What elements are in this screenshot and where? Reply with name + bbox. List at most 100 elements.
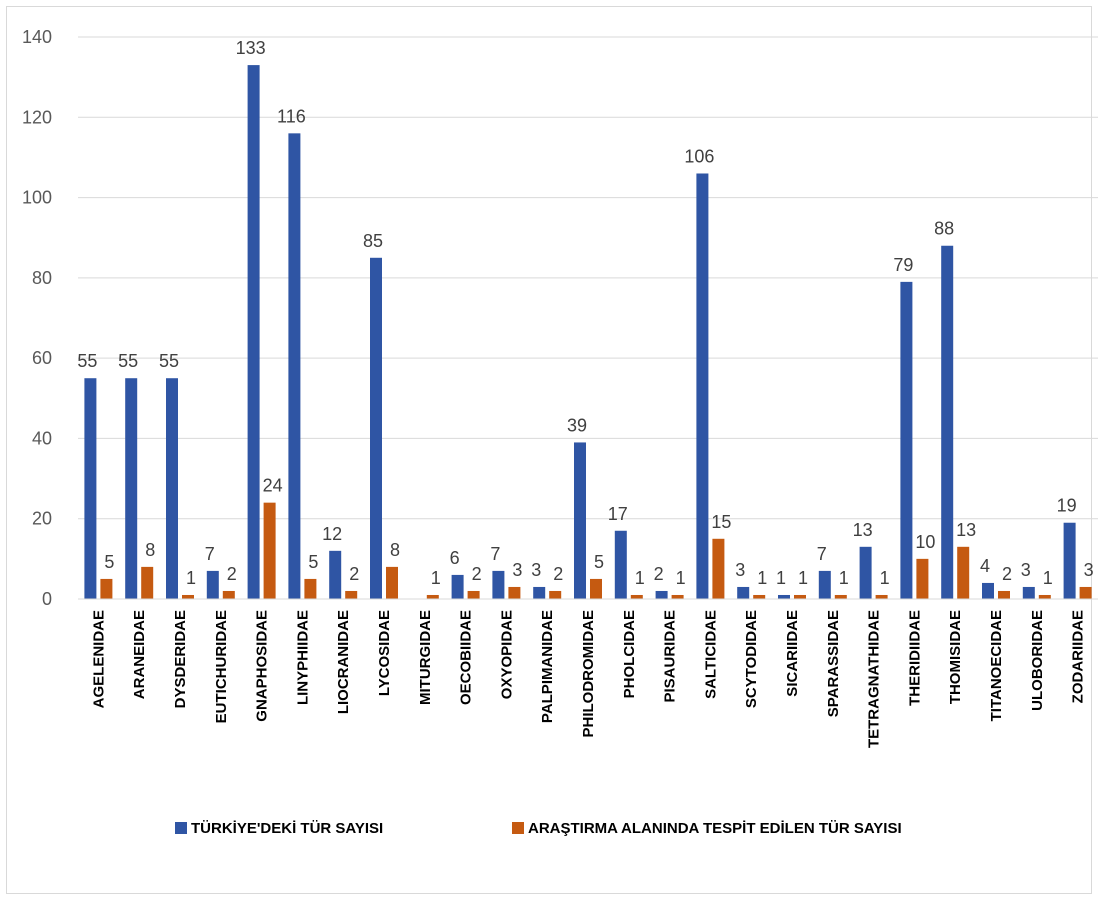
y-tick-label: 80 [32,268,52,288]
data-label-series-0: 19 [1057,496,1077,516]
x-category-label: PHOLCIDAE [621,610,638,698]
legend-swatch [512,822,524,834]
chart-frame [6,6,1092,894]
data-label-series-1: 1 [880,568,890,588]
data-label-series-1: 5 [594,552,604,572]
legend-label: ARAŞTIRMA ALANINDA TESPİT EDİLEN TÜR SAY… [528,820,902,837]
data-label-series-0: 3 [1021,560,1031,580]
bar-series-0 [614,530,627,599]
data-label-series-1: 2 [349,564,359,584]
bar-series-0 [533,586,546,599]
data-label-series-0: 55 [159,351,179,371]
x-category-label: ULOBORIDAE [1029,610,1046,711]
data-label-series-1: 1 [186,568,196,588]
legend-label: TÜRKİYE'DEKİ TÜR SAYISI [191,820,383,837]
bar-series-1 [590,578,602,599]
data-label-series-1: 8 [390,540,400,560]
bar-series-1 [141,566,154,599]
bar-series-1 [712,538,725,599]
bar-series-1 [834,594,847,599]
x-category-label: TITANOECIDAE [988,610,1005,721]
bar-series-0 [206,570,219,599]
data-label-series-0: 7 [205,544,215,564]
data-label-series-1: 3 [1084,560,1094,580]
data-label-series-0: 13 [853,520,873,540]
data-label-series-1: 8 [145,540,155,560]
data-label-series-1: 5 [104,552,114,572]
data-label-series-1: 1 [839,568,849,588]
bar-series-1 [916,558,929,599]
bar-series-1 [875,594,888,599]
bar-series-0 [696,173,709,599]
data-label-series-1: 2 [227,564,237,584]
data-label-series-0: 6 [450,548,460,568]
data-label-series-1: 2 [472,564,482,584]
data-label-series-1: 3 [512,560,522,580]
bar-series-1 [1079,586,1092,599]
data-label-series-1: 10 [915,532,935,552]
bar-series-0 [492,570,505,599]
data-label-series-1: 1 [635,568,645,588]
bar-series-0 [737,586,750,599]
bar-series-0 [451,574,464,599]
x-category-label: OXYOPIDAE [498,610,515,699]
bar-series-1 [386,566,398,599]
bar-series-0 [941,245,954,599]
bar-series-0 [1022,586,1035,599]
data-label-series-1: 1 [757,568,767,588]
data-label-series-0: 17 [608,504,628,524]
bar-series-1 [1038,594,1051,599]
x-category-label: SPARASSIDAE [825,610,842,717]
data-label-series-0: 12 [322,524,342,544]
bar-series-1 [671,594,684,599]
y-tick-label: 0 [42,589,52,609]
y-tick-label: 60 [32,348,52,368]
data-label-series-0: 1 [776,568,786,588]
data-label-series-1: 1 [431,568,441,588]
x-category-label: MITURGIDAE [417,610,434,705]
bar-series-1 [998,590,1010,599]
bar-series-0 [84,378,97,599]
data-label-series-0: 2 [654,564,664,584]
data-label-series-0: 85 [363,231,383,251]
bar-series-1 [794,594,806,599]
bars [84,65,1092,600]
bar-series-0 [288,133,301,600]
data-label-series-1: 1 [798,568,808,588]
bar-series-1 [426,594,439,599]
bar-series-0 [166,378,178,599]
data-label-series-1: 13 [956,520,976,540]
data-label-series-0: 7 [817,544,827,564]
x-category-label: LYCOSIDAE [376,610,393,696]
x-category-label: PISAURIDAE [662,610,679,703]
x-category-label: DYSDERIDAE [172,610,189,708]
data-label-series-0: 133 [236,38,266,58]
data-label-series-1: 1 [1043,568,1053,588]
bar-series-1 [304,578,317,599]
x-category-label: PALPIMANIDAE [539,610,556,723]
y-tick-label: 140 [22,27,52,47]
bar-series-1 [467,590,480,599]
data-label-series-0: 79 [893,255,913,275]
data-label-series-0: 116 [277,106,306,126]
data-label-series-0: 106 [684,146,714,166]
bar-series-0 [778,594,790,599]
legend-swatch [175,822,187,834]
bar-series-1 [957,546,970,599]
x-category-label: ZODARIIDAE [1070,610,1087,703]
bar-series-1 [753,594,766,599]
bar-series-0 [370,257,382,599]
bar-series-0 [655,590,668,599]
bar-series-0 [859,546,872,599]
bar-series-0 [125,378,138,599]
x-category-label: AGELENIDAE [90,610,107,708]
bar-series-0 [247,65,260,600]
x-category-label: THOMISIDAE [947,610,964,704]
x-category-label: LIOCRANIDAE [335,610,352,714]
data-label-series-0: 3 [531,560,541,580]
x-category-label: LINYPHIIDAE [294,610,311,705]
data-label-series-0: 88 [934,219,954,239]
x-category-label: OECOBIIDAE [458,610,475,705]
data-label-series-0: 4 [980,556,990,576]
